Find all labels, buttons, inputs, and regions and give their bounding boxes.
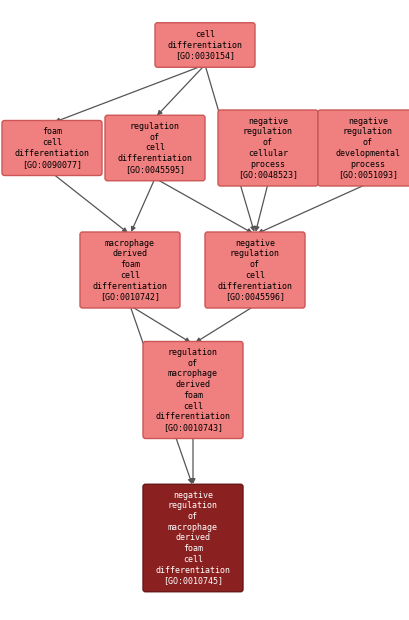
Text: regulation
of
cell
differentiation
[GO:0045595]: regulation of cell differentiation [GO:0… — [117, 122, 192, 174]
FancyBboxPatch shape — [143, 484, 243, 591]
Text: negative
regulation
of
cellular
process
[GO:0048523]: negative regulation of cellular process … — [237, 117, 297, 179]
FancyBboxPatch shape — [2, 120, 102, 175]
Text: cell
differentiation
[GO:0030154]: cell differentiation [GO:0030154] — [167, 30, 242, 60]
Text: regulation
of
macrophage
derived
foam
cell
differentiation
[GO:0010743]: regulation of macrophage derived foam ce… — [155, 348, 230, 432]
Text: negative
regulation
of
developmental
process
[GO:0051093]: negative regulation of developmental pro… — [335, 117, 400, 179]
Text: foam
cell
differentiation
[GO:0090077]: foam cell differentiation [GO:0090077] — [14, 127, 89, 169]
FancyBboxPatch shape — [105, 115, 204, 181]
Text: negative
regulation
of
cell
differentiation
[GO:0045596]: negative regulation of cell differentiat… — [217, 239, 292, 301]
FancyBboxPatch shape — [218, 110, 317, 186]
FancyBboxPatch shape — [317, 110, 409, 186]
FancyBboxPatch shape — [204, 232, 304, 308]
Text: negative
regulation
of
macrophage
derived
foam
cell
differentiation
[GO:0010745]: negative regulation of macrophage derive… — [155, 490, 230, 585]
FancyBboxPatch shape — [143, 342, 243, 438]
FancyBboxPatch shape — [155, 23, 254, 67]
FancyBboxPatch shape — [80, 232, 180, 308]
Text: macrophage
derived
foam
cell
differentiation
[GO:0010742]: macrophage derived foam cell differentia… — [92, 239, 167, 301]
